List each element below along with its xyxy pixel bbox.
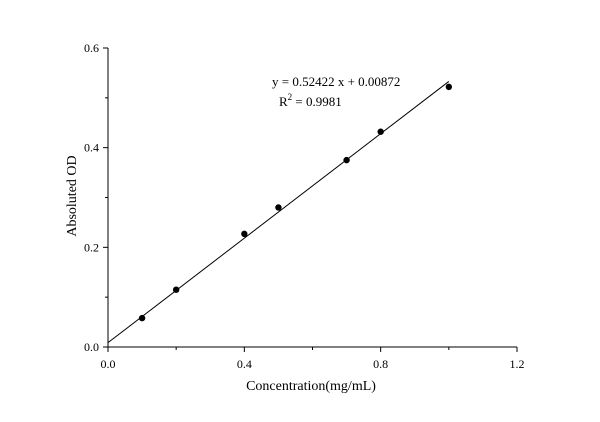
data-point: [172, 286, 180, 293]
x-tick-label: 1.2: [510, 357, 525, 371]
data-point: [445, 83, 453, 91]
data-point: [275, 204, 282, 211]
y-tick-label: 0.0: [84, 340, 99, 354]
r-squared-value: = 0.9981: [292, 94, 342, 109]
data-points-layer: [138, 83, 453, 322]
fit-line-layer: [107, 81, 450, 344]
y-axis-title: Absoluted OD: [65, 155, 80, 236]
data-point: [377, 128, 384, 135]
x-axis-title: Concentration(mg/mL): [246, 379, 376, 394]
data-point: [343, 156, 350, 164]
x-tick-label: 0.8: [373, 357, 388, 371]
tick-labels-layer: 0.0 0.4 0.8 1.2 0.0 0.2 0.4 0.6: [84, 41, 525, 371]
r-squared-label: R2 = 0.9981: [279, 92, 342, 109]
x-tick-label: 0.0: [101, 357, 116, 371]
fit-equation-label: y = 0.52422 x + 0.00872: [272, 74, 400, 89]
r-squared-superscript: 2: [288, 92, 293, 102]
fit-line: [107, 81, 450, 344]
y-tick-label: 0.2: [84, 240, 99, 254]
data-point: [241, 230, 248, 238]
y-tick-label: 0.6: [84, 41, 99, 55]
r-squared-prefix: R: [279, 94, 288, 109]
axes-layer: [103, 47, 518, 352]
x-tick-label: 0.4: [237, 357, 252, 371]
y-tick-label: 0.4: [84, 141, 99, 155]
data-point: [138, 314, 146, 322]
